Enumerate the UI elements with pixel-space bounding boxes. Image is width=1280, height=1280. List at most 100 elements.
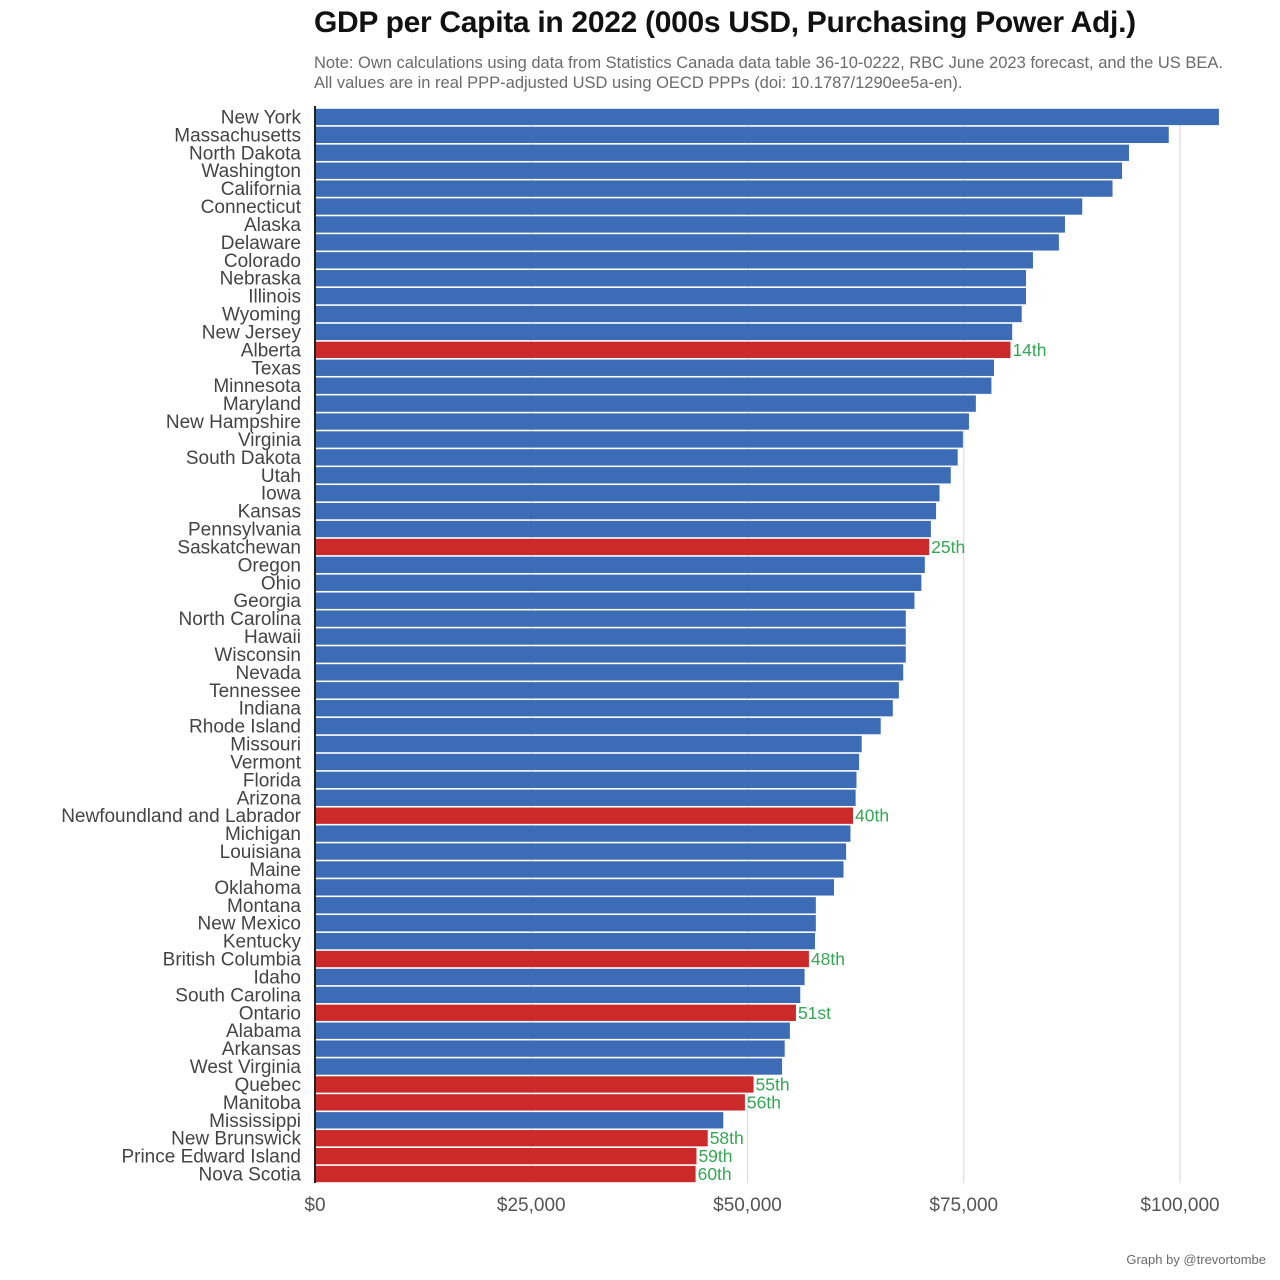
category-label: Pennsylvania	[188, 520, 301, 541]
chart-subtitle: Note: Own calculations using data from S…	[314, 54, 1223, 92]
category-label: Oklahoma	[214, 878, 301, 899]
category-label: Kentucky	[223, 932, 302, 953]
category-label: Tennessee	[209, 681, 301, 702]
category-label: Vermont	[230, 752, 301, 773]
category-label: Ohio	[261, 573, 301, 594]
bar	[315, 1165, 696, 1183]
category-label: Quebec	[234, 1075, 301, 1096]
bar	[315, 323, 1013, 341]
bar	[315, 682, 899, 699]
category-label: California	[221, 179, 302, 200]
rank-label: 40th	[855, 806, 889, 826]
category-label: Virginia	[238, 430, 301, 451]
bar	[315, 735, 862, 753]
x-tick-label: $75,000	[929, 1195, 998, 1216]
bar	[315, 825, 851, 842]
bar	[315, 1112, 724, 1129]
bar	[315, 270, 1027, 287]
x-tick-label: $25,000	[497, 1195, 566, 1216]
bar	[315, 789, 856, 806]
bar	[315, 359, 995, 376]
bar	[315, 413, 969, 430]
rank-label: 55th	[756, 1074, 790, 1094]
category-label: Hawaii	[244, 627, 301, 648]
category-label: Georgia	[233, 591, 301, 612]
bar	[315, 932, 815, 950]
bar	[315, 1094, 745, 1111]
bar	[315, 126, 1169, 144]
category-label: Manitoba	[223, 1093, 302, 1114]
category-label: Iowa	[261, 484, 302, 505]
category-label: New Hampshire	[166, 412, 301, 433]
rank-label: 25th	[931, 537, 965, 557]
category-label: Texas	[251, 358, 301, 379]
bar	[315, 861, 844, 878]
category-label: Nevada	[236, 663, 302, 684]
category-label: Missouri	[230, 735, 301, 756]
bar	[315, 879, 834, 896]
category-label: Maine	[249, 860, 301, 881]
rank-label: 56th	[747, 1092, 781, 1112]
bar	[315, 771, 857, 789]
bar	[315, 108, 1219, 126]
bar	[315, 538, 930, 556]
bar	[315, 986, 801, 1004]
bar	[315, 950, 809, 968]
category-label: Michigan	[225, 824, 301, 845]
category-label: Prince Edward Island	[121, 1147, 301, 1168]
bar	[315, 1022, 790, 1039]
category-label: Minnesota	[213, 376, 301, 397]
bar	[315, 646, 906, 663]
category-label: Montana	[227, 896, 301, 917]
category-label: Nebraska	[220, 269, 302, 290]
bar	[315, 252, 1033, 269]
rank-label: 48th	[811, 949, 845, 969]
category-label: Alabama	[226, 1021, 301, 1042]
bar	[315, 717, 881, 735]
category-label: North Dakota	[189, 143, 301, 164]
bar	[315, 485, 940, 502]
category-label: New Mexico	[198, 914, 301, 935]
bar	[315, 753, 860, 771]
x-tick-label: $50,000	[713, 1195, 782, 1216]
category-label: Colorado	[224, 251, 301, 272]
rank-label: 60th	[698, 1164, 732, 1184]
x-tick-label: $0	[304, 1195, 325, 1216]
bar	[315, 502, 937, 520]
category-label: New York	[221, 107, 302, 128]
category-label: Kansas	[238, 502, 301, 523]
category-label: Oregon	[238, 555, 301, 576]
bar	[315, 1040, 785, 1057]
bar	[315, 234, 1059, 251]
category-label: Connecticut	[201, 197, 302, 218]
bar	[315, 216, 1065, 233]
category-label: Alaska	[244, 215, 301, 236]
category-label: Louisiana	[220, 842, 302, 863]
bar	[315, 664, 904, 681]
bar	[315, 843, 847, 860]
category-label: North Carolina	[179, 609, 302, 630]
bar	[315, 395, 976, 412]
bar	[315, 1004, 796, 1021]
bar	[315, 807, 854, 824]
rank-label: 58th	[710, 1128, 744, 1148]
bar	[315, 305, 1022, 323]
category-label: Florida	[243, 770, 302, 791]
category-label: Illinois	[248, 287, 301, 308]
bar	[315, 968, 805, 986]
chart-credit: Graph by @trevortombe	[1126, 1252, 1266, 1267]
category-label: New Brunswick	[171, 1129, 301, 1150]
category-label: Wyoming	[222, 305, 301, 326]
bar	[315, 915, 816, 932]
category-label: Washington	[201, 161, 301, 182]
bar	[315, 1147, 697, 1165]
category-label: West Virginia	[190, 1057, 302, 1078]
bar	[315, 610, 906, 627]
bar	[315, 198, 1083, 215]
category-label: Nova Scotia	[199, 1165, 302, 1186]
rank-label: 59th	[698, 1146, 732, 1166]
bar	[315, 1130, 708, 1147]
x-tick-label: $100,000	[1140, 1195, 1219, 1216]
rank-label: 14th	[1012, 340, 1046, 360]
